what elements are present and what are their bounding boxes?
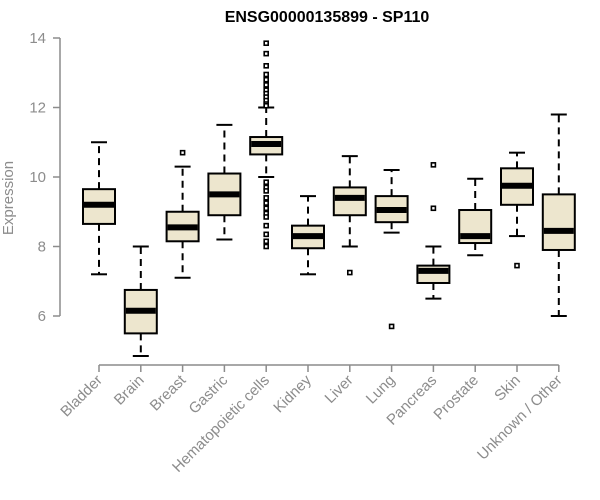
box-group	[249, 40, 284, 250]
outlier-point	[514, 262, 520, 269]
outlier-point	[263, 71, 270, 78]
box-group	[165, 149, 200, 279]
x-tick-label: Kidney	[270, 371, 315, 416]
box-group	[458, 177, 493, 257]
outlier-point	[263, 76, 270, 83]
axes: 6 8 10 12 14	[29, 30, 560, 372]
outlier-point	[263, 50, 270, 57]
outlier-point	[263, 188, 270, 194]
box-group	[82, 141, 116, 276]
x-tick-label: Lung	[363, 372, 399, 408]
outlier-point	[263, 179, 270, 186]
chart-title: ENSG00000135899 - SP110	[225, 9, 430, 26]
iqr-box	[332, 186, 367, 217]
outlier-point	[263, 195, 270, 201]
outlier-point	[263, 40, 270, 47]
x-tick-label: Liver	[322, 372, 357, 407]
box-group	[541, 113, 576, 317]
box-group	[207, 123, 242, 241]
outlier-point	[430, 162, 437, 168]
outlier-point	[263, 200, 270, 206]
outlier-point	[388, 323, 395, 330]
iqr-box	[541, 193, 576, 251]
box-group	[500, 151, 534, 269]
x-tick-label: Brain	[111, 372, 148, 409]
outlier-point	[263, 82, 270, 88]
y-axis-label: Expression	[0, 161, 17, 235]
outlier-point	[263, 205, 270, 212]
outlier-point	[263, 62, 270, 69]
box-group	[416, 162, 451, 300]
outlier-point	[263, 214, 270, 220]
outlier-point	[263, 231, 270, 238]
y-tick-label: 8	[38, 239, 46, 256]
outlier-point	[430, 205, 437, 212]
x-tick-label: Prostate	[430, 372, 482, 424]
outlier-point	[263, 102, 270, 109]
outlier-point	[263, 222, 270, 229]
box-group	[123, 245, 158, 357]
outlier-point	[263, 238, 270, 245]
y-tick-label: 10	[29, 169, 46, 186]
y-tick-label: 14	[29, 30, 46, 47]
x-tick-label: Breast	[147, 371, 190, 414]
y-tick-label: 12	[29, 100, 46, 117]
box-group	[332, 155, 367, 276]
box-group	[291, 195, 325, 276]
outlier-point	[346, 269, 353, 276]
boxes-layer	[82, 40, 576, 357]
outlier-point	[179, 149, 186, 156]
x-tick-label: Bladder	[57, 372, 106, 421]
x-tick-label: Skin	[491, 372, 524, 405]
outlier-point	[263, 243, 270, 250]
y-tick-label: 6	[38, 308, 46, 325]
box-group	[374, 169, 409, 330]
